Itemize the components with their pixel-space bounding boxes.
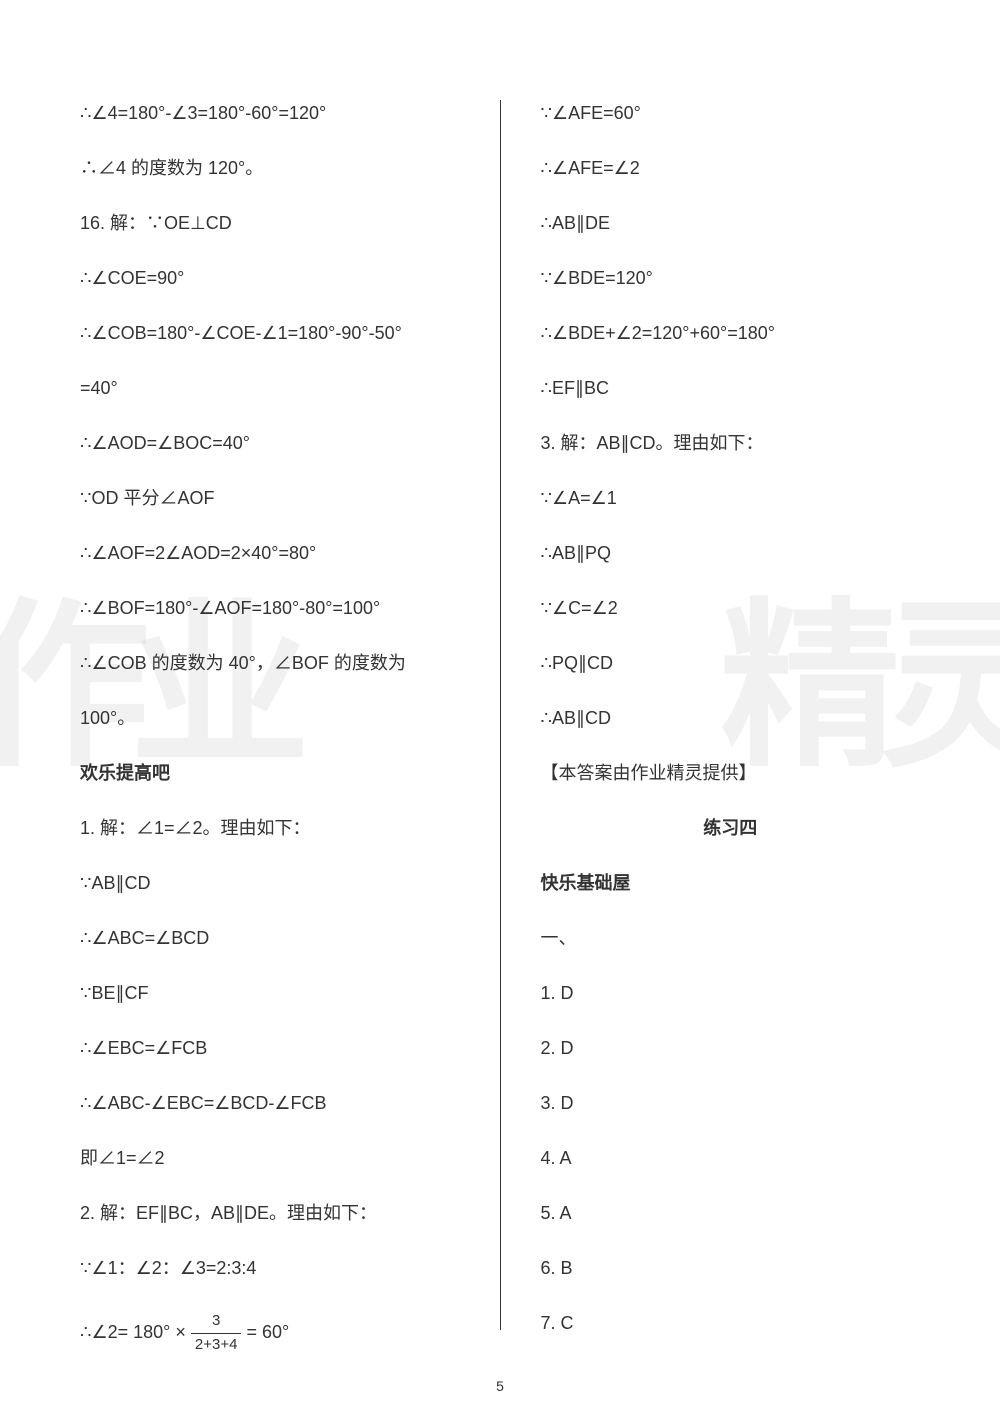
math-line: ∴∠4=180°-∠3=180°-60°=120° [80,100,460,127]
right-column: ∵∠AFE=60° ∴∠AFE=∠2 ∴AB∥DE ∵∠BDE=120° ∴∠B… [541,100,921,1330]
math-line: ∴PQ∥CD [541,650,921,677]
numerator: 3 [191,1310,242,1334]
math-line: ∴∠AOD=∠BOC=40° [80,430,460,457]
math-line: ∴∠COE=90° [80,265,460,292]
math-line: ∴∠AFE=∠2 [541,155,921,182]
answer-line: 7. C [541,1310,921,1337]
math-line: ∴∠EBC=∠FCB [80,1035,460,1062]
math-line: ∴∠AOF=2∠AOD=2×40°=80° [80,540,460,567]
math-line: 100°。 [80,705,460,732]
math-line: ∴∠ABC-∠EBC=∠BCD-∠FCB [80,1090,460,1117]
math-line: ∴∠BDE+∠2=120°+60°=180° [541,320,921,347]
frac-prefix: ∴∠2= [80,1322,128,1342]
answer-line: 5. A [541,1200,921,1227]
denominator: 2+3+4 [191,1334,242,1357]
page-number: 5 [496,1378,504,1394]
column-divider [500,100,501,1330]
math-line: ∴AB∥CD [541,705,921,732]
frac-after: = 60° [246,1322,289,1342]
math-line: =40° [80,375,460,402]
answer-line: 6. B [541,1255,921,1282]
math-line: ∴AB∥PQ [541,540,921,567]
math-line: ∴∠BOF=180°-∠AOF=180°-80°=100° [80,595,460,622]
math-line: ∵∠C=∠2 [541,595,921,622]
math-line: ∴∠ABC=∠BCD [80,925,460,952]
math-line: ∴∠4 的度数为 120°。 [80,155,460,182]
math-line: ∵∠AFE=60° [541,100,921,127]
main-content: ∴∠4=180°-∠3=180°-60°=120° ∴∠4 的度数为 120°。… [80,100,920,1330]
exercise-heading: 练习四 [541,815,921,842]
section-number: 一、 [541,925,921,952]
math-line: ∴EF∥BC [541,375,921,402]
math-line: ∵∠1：∠2：∠3=2:3:4 [80,1255,460,1282]
math-line-fraction: ∴∠2= 180° × 3 2+3+4 = 60° [80,1310,460,1356]
attribution-line: 【本答案由作业精灵提供】 [541,760,921,787]
math-line: 3. 解：AB∥CD。理由如下： [541,430,921,457]
math-line: ∵BE∥CF [80,980,460,1007]
answer-line: 4. A [541,1145,921,1172]
fraction: 3 2+3+4 [191,1310,242,1356]
answer-line: 1. D [541,980,921,1007]
math-line: ∵AB∥CD [80,870,460,897]
left-column: ∴∠4=180°-∠3=180°-60°=120° ∴∠4 的度数为 120°。… [80,100,460,1330]
math-line: ∵∠A=∠1 [541,485,921,512]
math-line: ∴∠COB=180°-∠COE-∠1=180°-90°-50° [80,320,460,347]
math-line: 2. 解：EF∥BC，AB∥DE。理由如下： [80,1200,460,1227]
math-line: 1. 解：∠1=∠2。理由如下： [80,815,460,842]
section-heading: 欢乐提高吧 [80,760,460,787]
math-line: 16. 解：∵OE⊥CD [80,210,460,237]
section-heading: 快乐基础屋 [541,870,921,897]
answer-line: 3. D [541,1090,921,1117]
answer-line: 2. D [541,1035,921,1062]
math-line: ∴∠COB 的度数为 40°，∠BOF 的度数为 [80,650,460,677]
frac-mult-prefix: 180° × [133,1322,186,1342]
math-line: ∴AB∥DE [541,210,921,237]
math-line: ∵OD 平分∠AOF [80,485,460,512]
math-line: 即∠1=∠2 [80,1145,460,1172]
math-line: ∵∠BDE=120° [541,265,921,292]
